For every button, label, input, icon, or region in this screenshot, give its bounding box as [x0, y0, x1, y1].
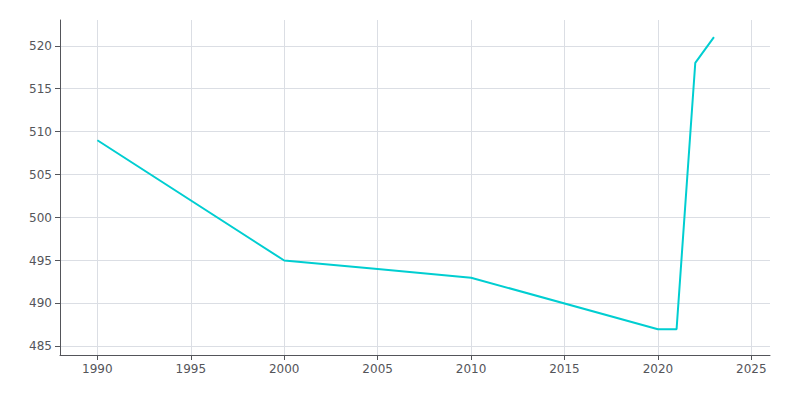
svg-text:495: 495 — [29, 254, 52, 268]
svg-text:2015: 2015 — [549, 362, 580, 376]
svg-text:2025: 2025 — [736, 362, 767, 376]
svg-text:2010: 2010 — [456, 362, 487, 376]
svg-text:2000: 2000 — [269, 362, 300, 376]
svg-text:500: 500 — [29, 211, 52, 225]
svg-text:505: 505 — [29, 168, 52, 182]
svg-text:1995: 1995 — [176, 362, 207, 376]
svg-text:1990: 1990 — [82, 362, 113, 376]
svg-text:485: 485 — [29, 339, 52, 353]
svg-text:515: 515 — [29, 82, 52, 96]
svg-text:490: 490 — [29, 296, 52, 310]
svg-text:2020: 2020 — [643, 362, 674, 376]
svg-text:2005: 2005 — [362, 362, 393, 376]
svg-text:520: 520 — [29, 39, 52, 53]
svg-text:510: 510 — [29, 125, 52, 139]
